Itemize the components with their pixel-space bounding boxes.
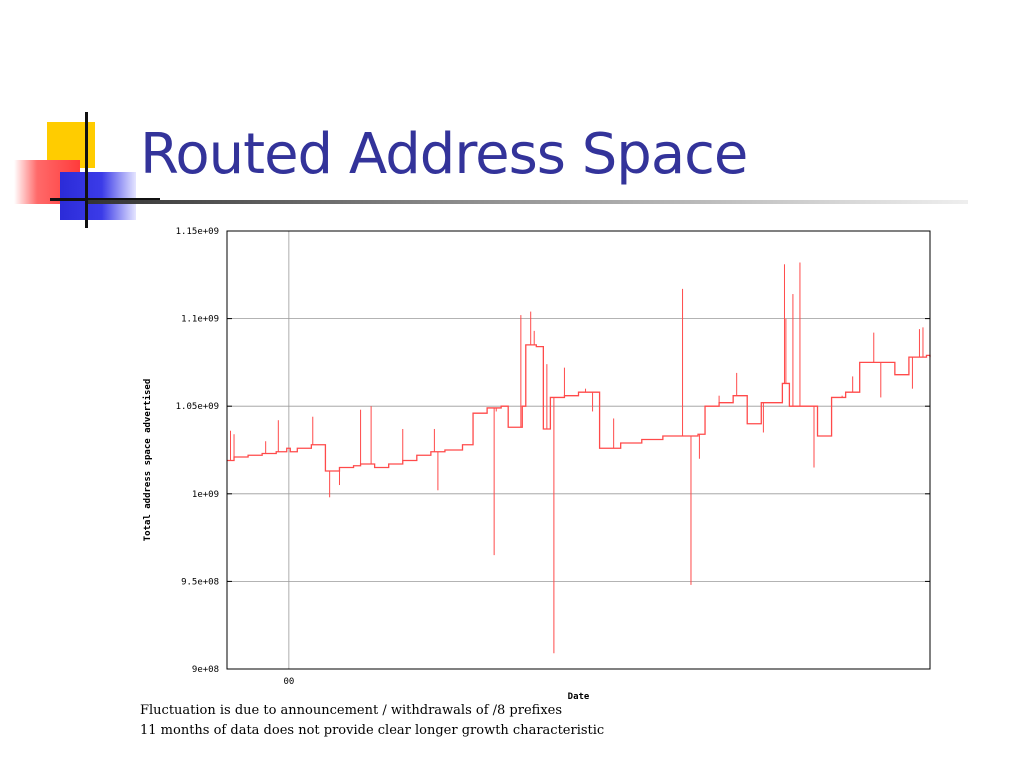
y-axis-label: Total address space advertised <box>142 379 153 542</box>
decoration-vertical-line <box>85 112 88 228</box>
title-decoration <box>0 0 160 240</box>
y-tick-label: 1.05e+09 <box>176 402 219 412</box>
series-line <box>227 262 931 654</box>
x-tick-label: 00 <box>283 677 294 687</box>
x-axis-label: Date <box>568 692 590 702</box>
slide-title: Routed Address Space <box>140 122 748 187</box>
y-tick-labels: 9e+08 9.5e+08 1e+09 1.05e+09 1.1e+09 1.15e+09 <box>176 227 219 675</box>
y-tick-label: 1e+09 <box>192 490 219 500</box>
y-tick-label: 1.15e+09 <box>176 227 219 237</box>
x-tick-labels: 00 <box>283 677 294 687</box>
address-space-chart: 9e+08 9.5e+08 1e+09 1.05e+09 1.1e+09 1.15e+09… <box>142 227 931 702</box>
plot-frame <box>226 230 931 670</box>
title-underline <box>88 200 968 204</box>
y-tick-label: 9.5e+08 <box>181 577 219 587</box>
series-line-path <box>227 344 931 472</box>
decoration-horizontal-line <box>50 198 160 201</box>
y-tick-label: 1.1e+09 <box>181 315 219 325</box>
y-tick-label: 9e+08 <box>192 665 219 675</box>
grid-lines <box>227 230 930 670</box>
caption-line-2: 11 months of data does not provide clear… <box>140 723 605 738</box>
decoration-blue-square <box>60 172 136 220</box>
caption-line-1: Fluctuation is due to announcement / wit… <box>140 703 563 718</box>
